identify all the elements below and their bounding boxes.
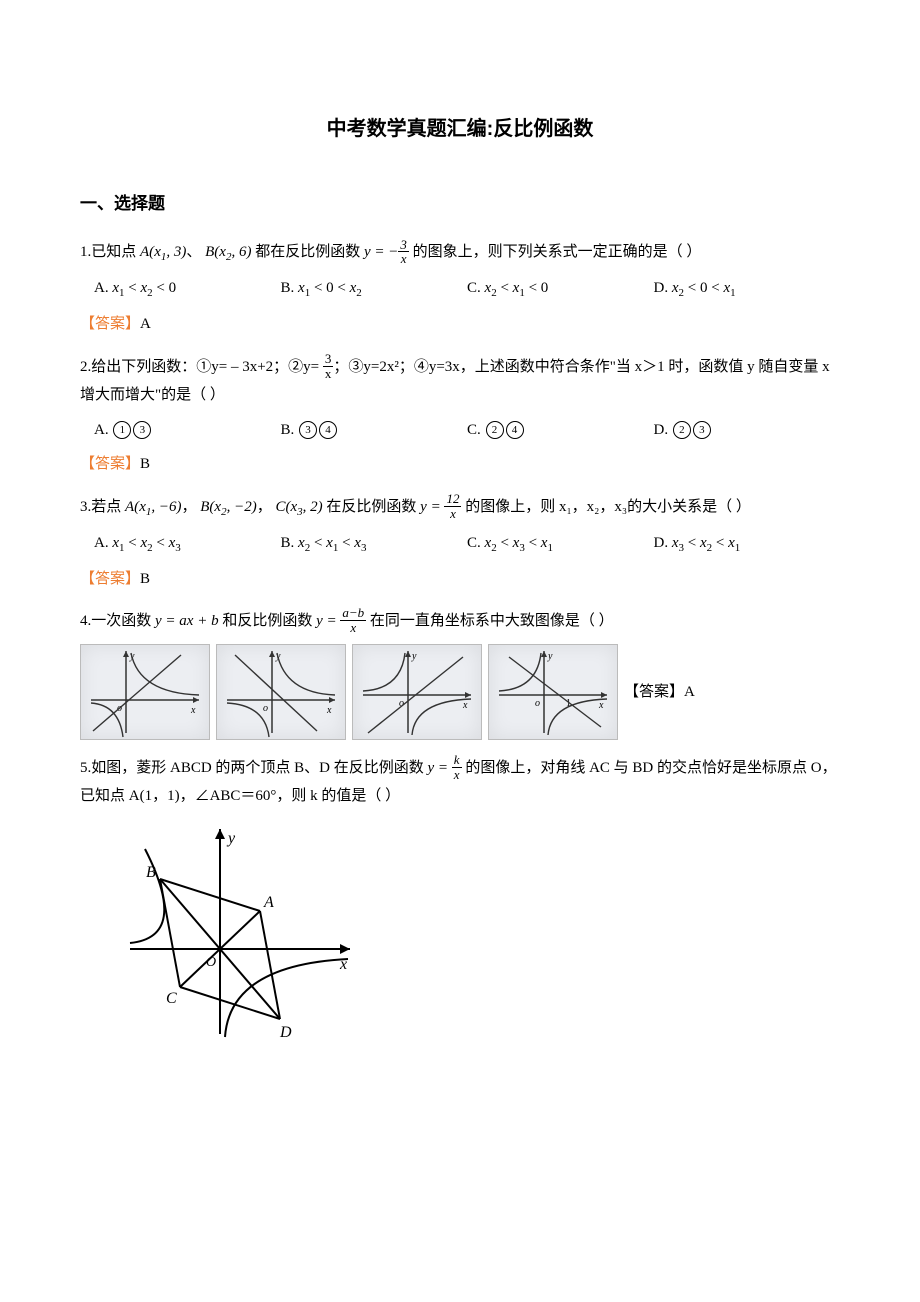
q2-opt-d: D. 23 (654, 416, 841, 445)
q4-thumb-b: y x o (216, 644, 346, 740)
q3-point-a: A(x1, −6) (125, 499, 181, 515)
q1-opt-c: C. x2 < x1 < 0 (467, 274, 654, 304)
svg-text:o: o (263, 703, 268, 714)
q4-stem-pre: 4.一次函数 (80, 613, 155, 629)
q3-opt-d: D. x3 < x2 < x1 (654, 529, 841, 559)
q3-options: A. x1 < x2 < x3 B. x2 < x1 < x3 C. x2 < … (94, 529, 840, 559)
q4-thumb-d: y x o 1 (488, 644, 618, 740)
question-3: 3.若点 A(x1, −6)， B(x2, −2)， C(x3, 2) 在反比例… (80, 493, 840, 523)
svg-text:y: y (411, 651, 417, 662)
q3-stem-pre: 3.若点 (80, 499, 125, 515)
q2-opt-b: B. 34 (281, 416, 468, 445)
q2-opt-a: A. 13 (94, 416, 281, 445)
svg-text:D: D (279, 1024, 292, 1041)
q3-point-b: B(x2, −2) (200, 499, 256, 515)
q3-answer: 【答案】B (80, 565, 840, 594)
svg-text:x: x (462, 700, 468, 711)
q2-opt-c: C. 24 (467, 416, 654, 445)
question-2: 2.给出下列函数：①y= – 3x+2；②y= 3x；③y=2x²；④y=3x，… (80, 353, 840, 410)
page: 中考数学真题汇编:反比例函数 一、选择题 1.已知点 A(x1, 3)、 B(x… (0, 0, 920, 1119)
q3-stem-post: 的图像上，则 x₁，x₂，x₃的大小关系是（ ） (465, 499, 751, 515)
q5-figure: y x O A B C D (110, 819, 370, 1060)
q1-func: y = −3x (364, 244, 409, 260)
svg-text:y: y (547, 651, 553, 662)
q1-point-b: B(x2, 6) (205, 244, 251, 260)
page-title: 中考数学真题汇编:反比例函数 (80, 110, 840, 148)
q1-opt-d: D. x2 < 0 < x1 (654, 274, 841, 304)
q1-opt-a: A. x1 < x2 < 0 (94, 274, 281, 304)
question-4: 4.一次函数 y = ax + b 和反比例函数 y = a−bx 在同一直角坐… (80, 607, 840, 636)
q5-stem-pre: 5.如图，菱形 ABCD 的两个顶点 B、D 在反比例函数 (80, 760, 428, 776)
q1-opt-b: B. x1 < 0 < x2 (281, 274, 468, 304)
q2-answer: 【答案】B (80, 450, 840, 479)
svg-text:o: o (535, 698, 540, 709)
q4-stem-post: 在同一直角坐标系中大致图像是（ ） (370, 613, 614, 629)
q4-answer: 【答案】A (624, 678, 695, 707)
q4-f1: y = ax + b (155, 613, 219, 629)
q3-stem-mid: 在反比例函数 (326, 499, 420, 515)
svg-text:A: A (263, 894, 274, 911)
svg-text:x: x (326, 705, 332, 716)
q3-point-c: C(x3, 2) (275, 499, 322, 515)
q1-point-a: A(x1, 3) (140, 244, 186, 260)
question-5: 5.如图，菱形 ABCD 的两个顶点 B、D 在反比例函数 y = kx 的图像… (80, 754, 840, 811)
svg-text:C: C (166, 990, 177, 1007)
q4-thumb-c: y x o (352, 644, 482, 740)
q3-func: y = 12x (420, 499, 461, 515)
q5-func: y = kx (428, 760, 462, 776)
q1-answer: 【答案】A (80, 310, 840, 339)
q1-options: A. x1 < x2 < 0 B. x1 < 0 < x2 C. x2 < x1… (94, 274, 840, 304)
q2-stem-pre: 2.给出下列函数：①y= – 3x+2；②y= (80, 359, 323, 375)
q1-stem-pre: 1.已知点 (80, 244, 140, 260)
q4-stem-mid: 和反比例函数 (222, 613, 316, 629)
q4-f2: y = a−bx (316, 613, 366, 629)
q4-thumbnails: y x o y x o (80, 644, 840, 740)
svg-text:B: B (146, 864, 156, 881)
section-heading: 一、选择题 (80, 188, 840, 220)
q4-thumb-a: y x o (80, 644, 210, 740)
q1-stem-mid: 都在反比例函数 (255, 244, 364, 260)
q3-opt-c: C. x2 < x3 < x1 (467, 529, 654, 559)
q2-options: A. 13 B. 34 C. 24 D. 23 (94, 416, 840, 445)
svg-text:x: x (190, 705, 196, 716)
q3-opt-a: A. x1 < x2 < x3 (94, 529, 281, 559)
q3-opt-b: B. x2 < x1 < x3 (281, 529, 468, 559)
svg-text:x: x (598, 700, 604, 711)
question-1: 1.已知点 A(x1, 3)、 B(x2, 6) 都在反比例函数 y = −3x… (80, 238, 840, 268)
svg-text:y: y (226, 830, 236, 847)
q1-stem-post: 的图象上，则下列关系式一定正确的是（ ） (413, 244, 702, 260)
